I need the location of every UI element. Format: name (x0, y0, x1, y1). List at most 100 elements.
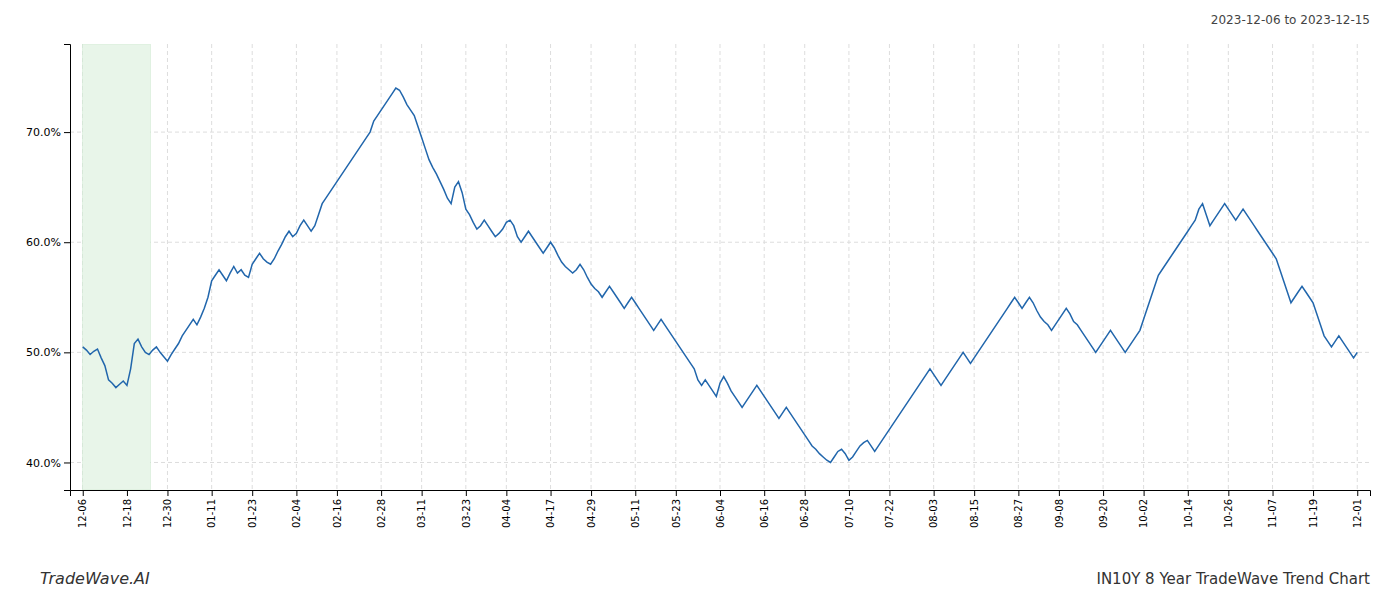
x-tick-mark (1188, 490, 1189, 496)
y-tick-mark (64, 242, 70, 243)
x-tick: 08-15 (969, 490, 980, 528)
x-tick: 08-27 (1013, 490, 1024, 528)
x-tick: 12-06 (77, 490, 88, 528)
x-tick-mark (506, 490, 507, 496)
x-tick: 02-16 (332, 490, 343, 528)
x-tick: 04-04 (501, 490, 512, 528)
x-tick-label: 09-20 (1098, 499, 1109, 528)
x-tick-label: 08-27 (1013, 499, 1024, 528)
x-grid-line (1313, 44, 1314, 490)
y-tick-label: 50.0% (26, 346, 61, 359)
x-grid-line (804, 44, 805, 490)
x-grid-line (1357, 44, 1358, 490)
x-tick: 05-11 (630, 490, 641, 528)
x-tick: 10-26 (1223, 490, 1234, 528)
x-grid-line (889, 44, 890, 490)
x-tick-mark (1273, 490, 1274, 496)
x-tick: 12-30 (162, 490, 173, 528)
x-axis-line (71, 491, 1371, 497)
x-tick-mark (889, 490, 890, 496)
x-tick-label: 11-19 (1308, 499, 1319, 528)
x-tick-mark (676, 490, 677, 496)
trend-line (83, 88, 1358, 462)
subtitle: 2023-12-06 to 2023-12-15 (1211, 13, 1370, 27)
x-tick-mark (720, 490, 721, 496)
x-tick-label: 09-08 (1054, 499, 1065, 528)
x-tick-label: 05-23 (670, 499, 681, 528)
x-tick-label: 02-04 (291, 499, 302, 528)
x-grid-line (421, 44, 422, 490)
x-tick-label: 12-30 (162, 499, 173, 528)
x-tick: 10-02 (1138, 490, 1149, 528)
y-tick: 70.0% (26, 126, 70, 139)
x-tick: 10-14 (1183, 490, 1194, 528)
x-grid-line (336, 44, 337, 490)
x-grid-line (591, 44, 592, 490)
x-tick-mark (805, 490, 806, 496)
x-tick-label: 01-23 (247, 499, 258, 528)
x-grid-line (167, 44, 168, 490)
x-grid-line (296, 44, 297, 490)
x-tick-label: 08-03 (928, 499, 939, 528)
x-tick: 04-17 (545, 490, 556, 528)
x-tick-mark (591, 490, 592, 496)
x-tick: 09-20 (1098, 490, 1109, 528)
x-grid-line (675, 44, 676, 490)
x-grid-line (550, 44, 551, 490)
x-tick: 07-22 (884, 490, 895, 528)
x-tick-label: 10-26 (1223, 499, 1234, 528)
x-grid-line (1272, 44, 1273, 490)
x-grid-line (506, 44, 507, 490)
y-grid-line (70, 462, 1370, 463)
x-grid-line (1228, 44, 1229, 490)
x-tick: 05-23 (670, 490, 681, 528)
x-grid-line (848, 44, 849, 490)
x-tick-mark (1059, 490, 1060, 496)
x-tick-mark (974, 490, 975, 496)
x-grid-line (720, 44, 721, 490)
x-tick-mark (422, 490, 423, 496)
x-tick-label: 12-06 (77, 499, 88, 528)
x-tick-label: 11-07 (1267, 499, 1278, 528)
y-tick-label: 40.0% (26, 456, 61, 469)
x-tick-mark (1103, 490, 1104, 496)
x-tick: 11-19 (1308, 490, 1319, 528)
x-tick: 11-07 (1267, 490, 1278, 528)
x-axis: 12-0612-1812-3001-1101-2302-0402-1602-28… (71, 490, 1371, 528)
y-tick-label: 60.0% (26, 236, 61, 249)
x-tick-label: 04-04 (501, 499, 512, 528)
x-tick-label: 06-16 (759, 499, 770, 528)
x-tick-label: 10-02 (1138, 499, 1149, 528)
x-grid-line (1187, 44, 1188, 490)
x-tick: 07-10 (844, 490, 855, 528)
x-tick-label: 04-17 (545, 499, 556, 528)
x-tick-label: 08-15 (969, 499, 980, 528)
x-tick-mark (764, 490, 765, 496)
x-tick-label: 02-28 (376, 499, 387, 528)
x-tick: 02-28 (376, 490, 387, 528)
x-tick-label: 03-23 (461, 499, 472, 528)
y-tick: 50.0% (26, 346, 70, 359)
x-tick-mark (1228, 490, 1229, 496)
x-tick-mark (1144, 490, 1145, 496)
x-tick-mark (1357, 490, 1358, 496)
y-tick-mark (64, 352, 70, 353)
x-tick-mark (1313, 490, 1314, 496)
x-tick-mark (296, 490, 297, 496)
x-grid-line (1143, 44, 1144, 490)
x-tick-label: 02-16 (332, 499, 343, 528)
highlight-band (83, 44, 151, 490)
x-tick-label: 12-01 (1352, 499, 1363, 528)
x-tick: 12-18 (122, 490, 133, 528)
y-tick: 60.0% (26, 236, 70, 249)
x-tick-label: 05-11 (630, 499, 641, 528)
x-tick-label: 04-29 (586, 499, 597, 528)
x-tick-label: 07-22 (884, 499, 895, 528)
x-tick: 04-29 (586, 490, 597, 528)
x-grid-line (974, 44, 975, 490)
x-grid-line (1018, 44, 1019, 490)
x-tick: 08-03 (928, 490, 939, 528)
x-grid-line (1058, 44, 1059, 490)
x-tick-mark (934, 490, 935, 496)
grid (70, 44, 1370, 490)
